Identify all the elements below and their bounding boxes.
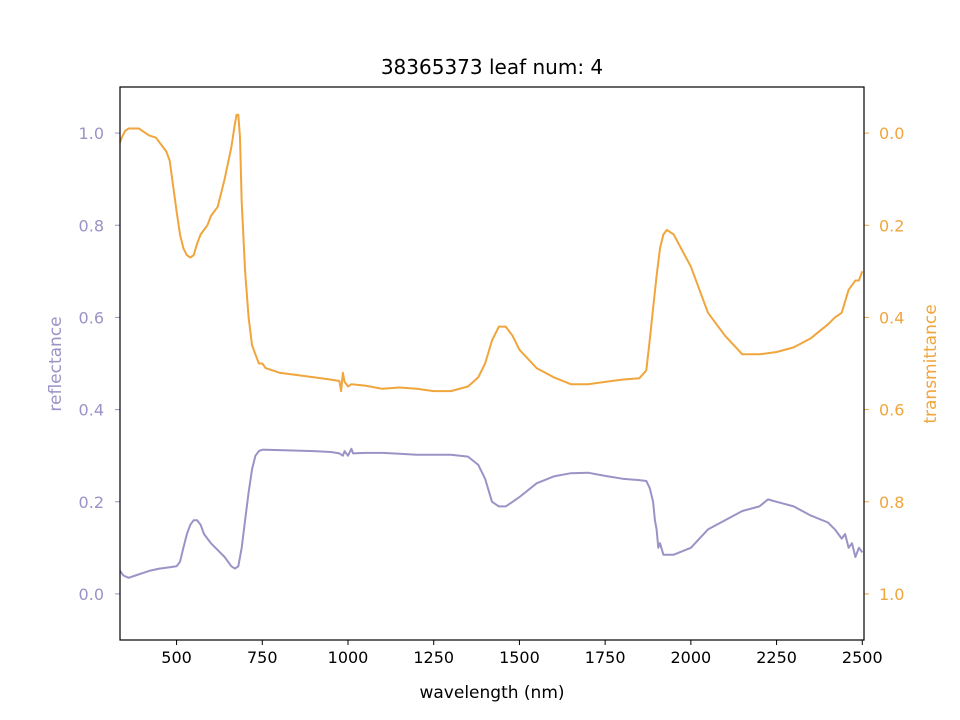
y-axis-label-left: reflectance [46, 316, 66, 411]
y-right-tick-label: 0.4 [879, 308, 904, 327]
chart-title: 38365373 leaf num: 4 [381, 55, 603, 79]
y-axis-label-right: transmittance [921, 304, 941, 423]
y-left-tick-label: 0.6 [79, 308, 104, 327]
x-tick-label: 1500 [499, 648, 540, 667]
plot-frame [119, 86, 865, 641]
y-left-tick-label: 0.2 [79, 493, 104, 512]
plot-area [119, 113, 864, 579]
x-tick-label: 2000 [670, 648, 711, 667]
x-tick-label: 1000 [328, 648, 369, 667]
y-left-tick-label: 0.4 [79, 401, 104, 420]
transmittance-series-line [119, 113, 864, 393]
y-left-tick-label: 0.0 [79, 585, 104, 604]
y-right-tick-label: 1.0 [879, 585, 904, 604]
y-left-tick-label: 1.0 [79, 124, 104, 143]
y-right-tick-label: 0.0 [879, 124, 904, 143]
reflectance-series-line [119, 447, 864, 579]
x-tick-label: 750 [247, 648, 278, 667]
x-tick-label: 2500 [842, 648, 883, 667]
axes: 500 750 1000 1250 1500 1750 2000 2250 2500 0.0 0.2… [79, 124, 905, 667]
x-tick-label: 1250 [413, 648, 454, 667]
x-tick-label: 2250 [756, 648, 797, 667]
y-right-tick-label: 0.6 [879, 401, 904, 420]
x-tick-label: 500 [161, 648, 192, 667]
x-tick-label: 1750 [585, 648, 626, 667]
x-axis-label: wavelength (nm) [419, 683, 564, 703]
y-right-tick-label: 0.2 [879, 216, 904, 235]
y-left-tick-label: 0.8 [79, 216, 104, 235]
y-right-tick-label: 0.8 [879, 493, 904, 512]
